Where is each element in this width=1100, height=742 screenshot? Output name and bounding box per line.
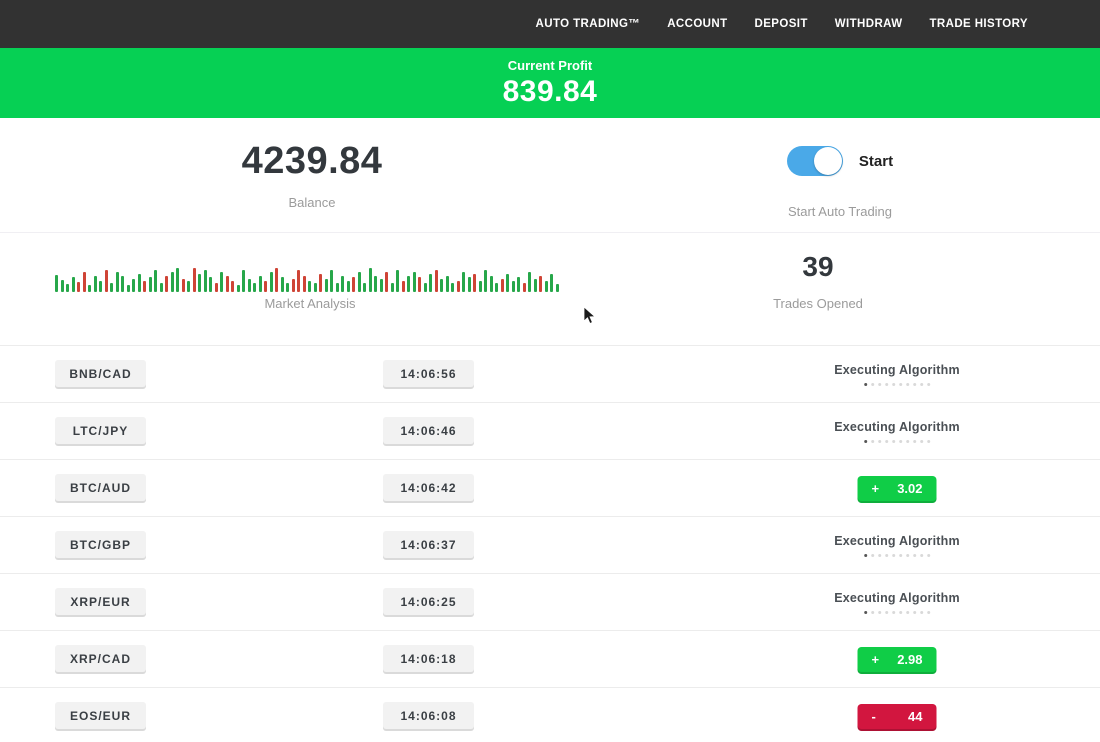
time-badge: 14:06:18 xyxy=(383,645,474,672)
nav-item-deposit[interactable]: DEPOSIT xyxy=(754,18,808,30)
market-analysis-label: Market Analysis xyxy=(264,296,356,311)
executing-algorithm-label: Executing Algorithm xyxy=(834,419,960,434)
time-badge: 14:06:08 xyxy=(383,702,474,729)
table-row: XRP/CAD 14:06:18 + 2.98 xyxy=(0,630,1100,687)
auto-trading-toggle[interactable] xyxy=(786,146,843,176)
start-auto-trading-label: Start Auto Trading xyxy=(787,204,893,219)
result-value: 2.98 xyxy=(897,651,923,667)
progress-dots-icon xyxy=(863,382,930,386)
auto-trading-block: Start Start Auto Trading xyxy=(740,146,940,219)
table-row: LTC/JPY 14:06:46 Executing Algorithm xyxy=(0,402,1100,459)
time-badge: 14:06:56 xyxy=(383,360,474,387)
nav-item-trade-history[interactable]: TRADE HISTORY xyxy=(929,18,1028,30)
result-sign: + xyxy=(871,651,880,667)
table-row: BNB/CAD 14:06:56 Executing Algorithm xyxy=(0,345,1100,402)
balance-block: 4239.84 Balance xyxy=(187,140,437,210)
nav-item-account[interactable]: ACCOUNT xyxy=(667,18,728,30)
executing-algorithm-label: Executing Algorithm xyxy=(834,362,960,377)
trade-list: BNB/CAD 14:06:56 Executing Algorithm LTC… xyxy=(0,345,1100,742)
pair-badge: EOS/EUR xyxy=(55,702,146,729)
progress-dots-icon xyxy=(863,439,930,443)
time-badge: 14:06:46 xyxy=(383,417,474,444)
nav-item-auto-trading[interactable]: AUTO TRADING™ xyxy=(535,18,641,30)
table-row: BTC/AUD 14:06:42 + 3.02 xyxy=(0,459,1100,516)
progress-dots-icon xyxy=(863,553,930,557)
profit-result-badge: + 3.02 xyxy=(857,475,937,501)
time-badge: 14:06:37 xyxy=(383,531,474,558)
pair-badge: XRP/CAD xyxy=(55,645,146,672)
current-profit-label: Current Profit xyxy=(507,57,593,73)
balance-label: Balance xyxy=(288,195,336,210)
trades-opened-block: 39 Trades Opened xyxy=(738,251,898,311)
profit-result-badge: + 2.98 xyxy=(857,646,937,672)
executing-algorithm-label: Executing Algorithm xyxy=(834,590,960,605)
table-row: BTC/GBP 14:06:37 Executing Algorithm xyxy=(0,516,1100,573)
progress-dots-icon xyxy=(863,610,930,614)
pair-badge: BTC/GBP xyxy=(55,531,146,558)
balance-value: 4239.84 xyxy=(241,140,383,182)
result-sign: - xyxy=(871,708,876,724)
current-profit-banner: Current Profit 839.84 xyxy=(0,48,1100,118)
result-sign: + xyxy=(871,480,880,496)
result-value: 3.02 xyxy=(897,480,923,496)
trades-opened-label: Trades Opened xyxy=(773,296,863,311)
stats-section: 4239.84 Balance Start Start Auto Trading xyxy=(0,118,1100,325)
current-profit-value: 839.84 xyxy=(502,74,598,108)
market-analysis-chart xyxy=(55,259,565,292)
toggle-start-label: Start xyxy=(858,152,894,170)
pair-badge: LTC/JPY xyxy=(55,417,146,444)
time-badge: 14:06:42 xyxy=(383,474,474,501)
table-row: XRP/EUR 14:06:25 Executing Algorithm xyxy=(0,573,1100,630)
result-value: 44 xyxy=(908,708,923,724)
pair-badge: XRP/EUR xyxy=(55,588,146,615)
toggle-knob-icon xyxy=(813,147,842,175)
table-row: EOS/EUR 14:06:08 - 44 xyxy=(0,687,1100,742)
pair-badge: BTC/AUD xyxy=(55,474,146,501)
nav-item-withdraw[interactable]: WITHDRAW xyxy=(834,18,903,30)
market-section: Market Analysis 39 Trades Opened xyxy=(0,233,1100,345)
pair-badge: BNB/CAD xyxy=(55,360,146,387)
executing-algorithm-label: Executing Algorithm xyxy=(834,533,960,548)
top-nav: AUTO TRADING™ ACCOUNT DEPOSIT WITHDRAW T… xyxy=(0,0,1100,48)
loss-result-badge: - 44 xyxy=(857,703,937,729)
time-badge: 14:06:25 xyxy=(383,588,474,615)
trades-opened-value: 39 xyxy=(802,251,834,282)
